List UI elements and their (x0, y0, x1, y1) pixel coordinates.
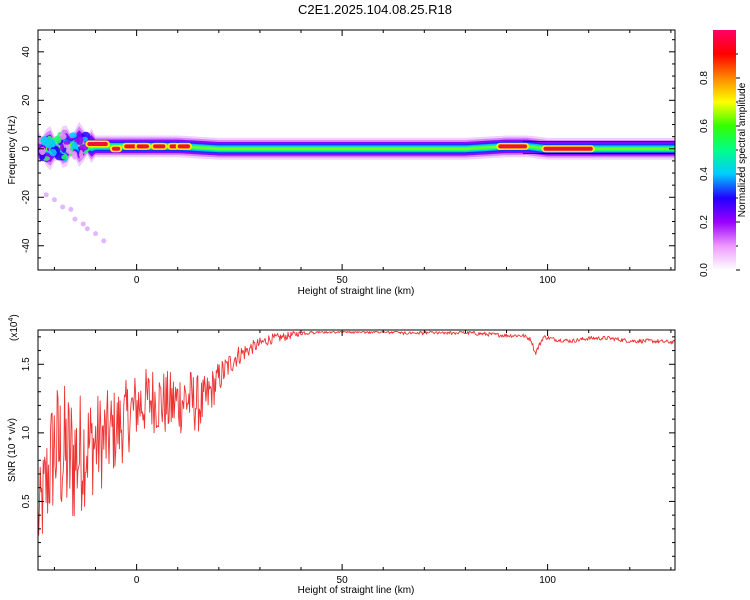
spectrogram-band-layer (38, 139, 675, 153)
colorbar: 0.0 0.2 0.4 0.6 0.8 Normalized spectral ampl… (699, 30, 748, 277)
spectrogram-xlabel: Height of straight line (km) (298, 286, 415, 297)
snr-multiplier: (x104) (8, 314, 20, 341)
spectrogram-blotch (40, 136, 49, 146)
spectrogram-peak (177, 144, 191, 149)
spectrogram-scatter-point (93, 231, 99, 237)
spectrogram-blotch (71, 141, 79, 150)
spectrogram-scatter-point (101, 238, 107, 244)
colorbar-tick-label: 0.4 (699, 167, 710, 181)
spectrogram-blotch (60, 143, 64, 152)
colorbar-gradient (713, 30, 736, 270)
spectrogram-ytick-label: 40 (21, 46, 32, 58)
snr-xtick-label: 50 (337, 575, 349, 586)
spectrogram-scatter-point (80, 221, 86, 227)
spectrogram-ytick-label: -20 (21, 190, 32, 205)
snr-ylabel: SNR (10 * v/v) (7, 418, 18, 482)
spectrogram-peak (543, 146, 593, 151)
spectrogram-frame (37, 29, 676, 271)
spectrogram-peak (498, 144, 528, 149)
spectrogram-peak (153, 144, 166, 149)
spectrogram-peak (124, 144, 137, 149)
spectrogram-blotch (63, 140, 71, 145)
spectrogram-band-layer (38, 142, 675, 151)
spectrogram-ytick-label: -40 (21, 238, 32, 253)
spectrogram-axes: 0 50 100 -40 -20 0 20 40 (21, 30, 675, 286)
snr-xtick-label: 100 (539, 575, 556, 586)
spectrogram-peak (169, 144, 178, 149)
colorbar-tick-label: 0.8 (699, 71, 710, 85)
spectrogram-scatter-point (72, 216, 78, 222)
snr-frame (37, 329, 676, 571)
spectrogram-blotch (55, 135, 60, 142)
spectrogram-ytick-label: 20 (21, 94, 32, 106)
snr-xlabel: Height of straight line (km) (298, 585, 415, 596)
spectrogram-xtick-label: 50 (337, 275, 349, 286)
colorbar-tick-label: 0.6 (699, 119, 710, 133)
snr-panel: 0 50 100 0.5 1.0 1.5 Height of straight line … (7, 314, 676, 596)
spectrogram-blotch (76, 135, 84, 145)
snr-ytick-label: 0.5 (21, 494, 32, 508)
spectrogram-blotch (79, 149, 84, 159)
spectrogram-blotch (49, 148, 57, 157)
spectrogram-xtick-label: 100 (539, 275, 556, 286)
spectrogram-scatter-point (43, 192, 49, 198)
spectrogram-panel: 0 50 100 -40 -20 0 20 40 Height of straight lin… (7, 29, 676, 297)
colorbar-tick-label: 0.2 (699, 215, 710, 229)
spectrogram-blotch (71, 151, 78, 160)
spectrogram-blotch (69, 132, 77, 139)
spectrogram-blotch (61, 154, 68, 160)
page-title: C2E1.2025.104.08.25.R18 (298, 2, 452, 17)
spectrogram-peak (111, 146, 121, 151)
spectrogram-ytick-label: 0 (21, 146, 32, 152)
snr-ytick-label: 1.5 (21, 357, 32, 371)
spectrogram-scatter-point (68, 206, 74, 212)
spectrogram-band-layer (38, 137, 675, 156)
spectrogram-peak (136, 144, 149, 149)
spectrogram-scatter-point (60, 204, 66, 210)
spectrogram-ylabel: Frequency (Hz) (7, 116, 18, 185)
spectrogram-scatter-point (84, 226, 90, 232)
spectrogram-marks (38, 121, 675, 244)
snr-xtick-label: 0 (134, 575, 140, 586)
snr-line (38, 330, 675, 536)
snr-axes: 0 50 100 0.5 1.0 1.5 (21, 330, 675, 586)
colorbar-label: Normalized spectral amplitude (737, 82, 748, 217)
spectrogram-xtick-label: 0 (134, 275, 140, 286)
snr-ytick-label: 1.0 (21, 425, 32, 439)
spectrogram-blotch (51, 139, 56, 148)
spectrogram-peak (87, 141, 108, 146)
colorbar-tick-label: 0.0 (699, 263, 710, 277)
colorbar-ticks: 0.0 0.2 0.4 0.6 0.8 (699, 53, 740, 277)
spectrogram-scatter-point (51, 197, 57, 203)
